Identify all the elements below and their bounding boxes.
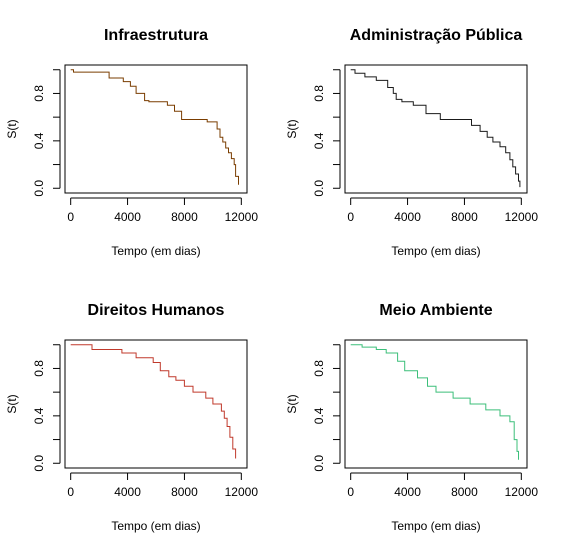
- x-tick-label: 4000: [114, 210, 141, 224]
- x-axis-label: Tempo (em dias): [111, 519, 200, 533]
- chart-title: Administração Pública: [350, 27, 523, 44]
- y-tick-label: 0.0: [32, 455, 46, 472]
- x-tick-label: 8000: [171, 485, 198, 499]
- x-tick-label: 8000: [451, 210, 478, 224]
- chart-title: Infraestrutura: [104, 27, 208, 44]
- y-tick-label: 0.8: [32, 85, 46, 102]
- chart-panel-4: Meio Ambiente 0 4000 8000 12000 0.0 0.4 0.8 Temp…: [285, 302, 538, 533]
- y-tick-label: 0.8: [312, 85, 326, 102]
- y-tick-label: 0.4: [312, 407, 326, 424]
- x-axis-label: Tempo (em dias): [391, 519, 480, 533]
- chart-title: Direitos Humanos: [88, 302, 225, 319]
- survival-curve-line: [70, 344, 237, 459]
- chart-panel-3: Direitos Humanos 0 4000 8000 12000 0.0 0.4 0.8 T…: [5, 302, 258, 533]
- x-axis-label: Tempo (em dias): [111, 244, 200, 258]
- x-tick-label: 12000: [225, 485, 259, 499]
- y-axis-label: S(t): [285, 394, 299, 413]
- x-tick-label: 8000: [451, 485, 478, 499]
- plot-frame: [64, 64, 248, 194]
- x-tick-label: 4000: [394, 485, 421, 499]
- x-tick-label: 12000: [505, 210, 539, 224]
- y-tick-label: 0.4: [312, 132, 326, 149]
- y-axis-label: S(t): [5, 394, 19, 413]
- x-tick-label: 0: [347, 210, 354, 224]
- x-tick-label: 4000: [114, 485, 141, 499]
- plot-frame: [64, 339, 248, 469]
- y-axis-label: S(t): [5, 119, 19, 138]
- x-axis-label: Tempo (em dias): [391, 244, 480, 258]
- chart-title: Meio Ambiente: [379, 302, 492, 319]
- x-tick-label: 0: [347, 485, 354, 499]
- y-tick-label: 0.4: [32, 132, 46, 149]
- x-tick-label: 4000: [394, 210, 421, 224]
- y-tick-label: 0.8: [312, 360, 326, 377]
- survival-curve-line: [70, 69, 239, 185]
- x-tick-label: 12000: [505, 485, 539, 499]
- plot-frame: [344, 339, 528, 469]
- x-tick-label: 12000: [225, 210, 259, 224]
- chart-panel-1: Infraestrutura 0 4000 8000 12000 0.0 0.4 0.8 Tem…: [5, 27, 258, 258]
- y-tick-label: 0.0: [312, 455, 326, 472]
- y-tick-label: 0.8: [32, 360, 46, 377]
- survival-curve-line: [350, 344, 519, 460]
- y-tick-label: 0.0: [32, 180, 46, 197]
- y-tick-label: 0.0: [312, 180, 326, 197]
- y-axis-label: S(t): [285, 119, 299, 138]
- y-tick-label: 0.4: [32, 407, 46, 424]
- chart-panel-2: Administração Pública 0 4000 8000 12000 0.0 0.…: [285, 27, 538, 258]
- x-tick-label: 8000: [171, 210, 198, 224]
- x-tick-label: 0: [67, 210, 74, 224]
- plot-frame: [344, 64, 528, 194]
- survival-curve-line: [350, 69, 521, 188]
- x-tick-label: 0: [67, 485, 74, 499]
